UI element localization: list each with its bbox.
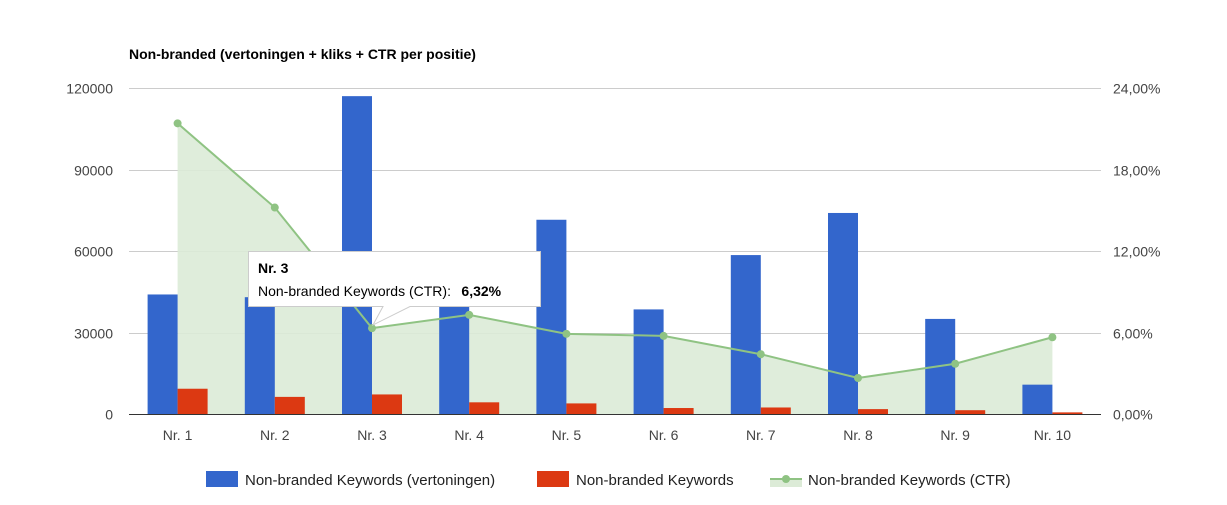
y-right-tick-label: 24,00% — [1113, 81, 1160, 97]
x-tick-label: Nr. 8 — [843, 427, 873, 443]
ctr-point — [854, 374, 862, 383]
legend-swatch-impressions — [206, 471, 238, 487]
tooltip-box — [248, 251, 541, 327]
legend-label-impressions: Non-branded Keywords (vertoningen) — [245, 472, 495, 489]
legend-swatch-ctr-point — [782, 475, 790, 483]
bar-impressions — [439, 302, 470, 414]
bar-clicks — [274, 396, 305, 414]
tooltip-line: Non-branded Keywords (CTR): 6,32% — [258, 283, 502, 300]
bar-clicks — [469, 402, 500, 414]
ctr-area — [177, 123, 1053, 415]
legend-label-clicks: Non-branded Keywords — [576, 472, 734, 489]
bar-impressions — [730, 255, 761, 414]
y-left-tick-label: 120000 — [66, 81, 113, 97]
ctr-point — [465, 310, 474, 319]
y-right-tick-label: 0,00% — [1113, 407, 1153, 423]
tooltip: Nr. 3 Non-branded Keywords (CTR): 6,32% — [248, 251, 541, 327]
ctr-point — [368, 324, 376, 333]
x-tick-label: Nr. 1 — [163, 427, 193, 443]
x-tick-label: Nr. 2 — [260, 427, 290, 443]
ctr-point — [1048, 333, 1057, 342]
y-axis-left: 0 30000 60000 90000 120000 — [66, 81, 113, 423]
tooltip-label: Non-branded Keywords (CTR): — [258, 283, 451, 299]
bar-clicks — [177, 388, 208, 414]
y-left-tick-label: 30000 — [74, 326, 113, 342]
tooltip-value: 6,32% — [461, 283, 501, 299]
y-left-tick-label: 0 — [105, 407, 113, 423]
legend-swatch-clicks — [537, 471, 569, 487]
x-tick-label: Nr. 10 — [1034, 427, 1072, 443]
x-tick-label: Nr. 3 — [357, 427, 387, 443]
bar-impressions — [1022, 384, 1053, 414]
bar-clicks — [955, 410, 986, 414]
ctr-point — [756, 350, 765, 359]
x-tick-label: Nr. 4 — [454, 427, 484, 443]
ctr-point — [173, 119, 182, 128]
y-left-tick-label: 90000 — [74, 163, 113, 179]
bar-impressions — [244, 297, 275, 414]
bar-clicks — [372, 394, 402, 414]
bar-impressions — [147, 294, 178, 414]
ctr-area-fill — [177, 123, 1053, 415]
y-right-tick-label: 6,00% — [1113, 326, 1153, 342]
y-axis-right: 0,00% 6,00% 12,00% 18,00% 24,00% — [1113, 81, 1160, 423]
y-right-tick-label: 12,00% — [1113, 244, 1160, 260]
x-tick-label: Nr. 7 — [746, 427, 776, 443]
ctr-point — [562, 329, 571, 338]
bar-impressions — [633, 309, 664, 414]
bar-clicks — [663, 408, 694, 414]
x-tick-label: Nr. 5 — [552, 427, 582, 443]
legend: Non-branded Keywords (vertoningen) Non-b… — [206, 471, 1011, 489]
bar-impressions — [828, 212, 858, 414]
bar-clicks — [566, 403, 597, 414]
ctr-point — [951, 359, 960, 368]
x-tick-label: Nr. 9 — [940, 427, 970, 443]
bar-clicks — [858, 409, 888, 414]
bar-clicks — [760, 407, 791, 414]
chart-title: Non-branded (vertoningen + kliks + CTR p… — [129, 46, 476, 62]
y-right-tick-label: 18,00% — [1113, 163, 1160, 179]
ctr-point — [270, 203, 279, 212]
ctr-point — [659, 331, 668, 340]
x-axis: Nr. 1 Nr. 2 Nr. 3 Nr. 4 Nr. 5 Nr. 6 Nr. 7 Nr. 8… — [163, 427, 1071, 443]
tooltip-title: Nr. 3 — [258, 260, 289, 276]
legend-label-ctr: Non-branded Keywords (CTR) — [808, 472, 1011, 489]
bar-impressions — [536, 219, 567, 414]
y-left-tick-label: 60000 — [74, 244, 113, 260]
x-tick-label: Nr. 6 — [649, 427, 679, 443]
bar-clicks — [1052, 412, 1083, 414]
